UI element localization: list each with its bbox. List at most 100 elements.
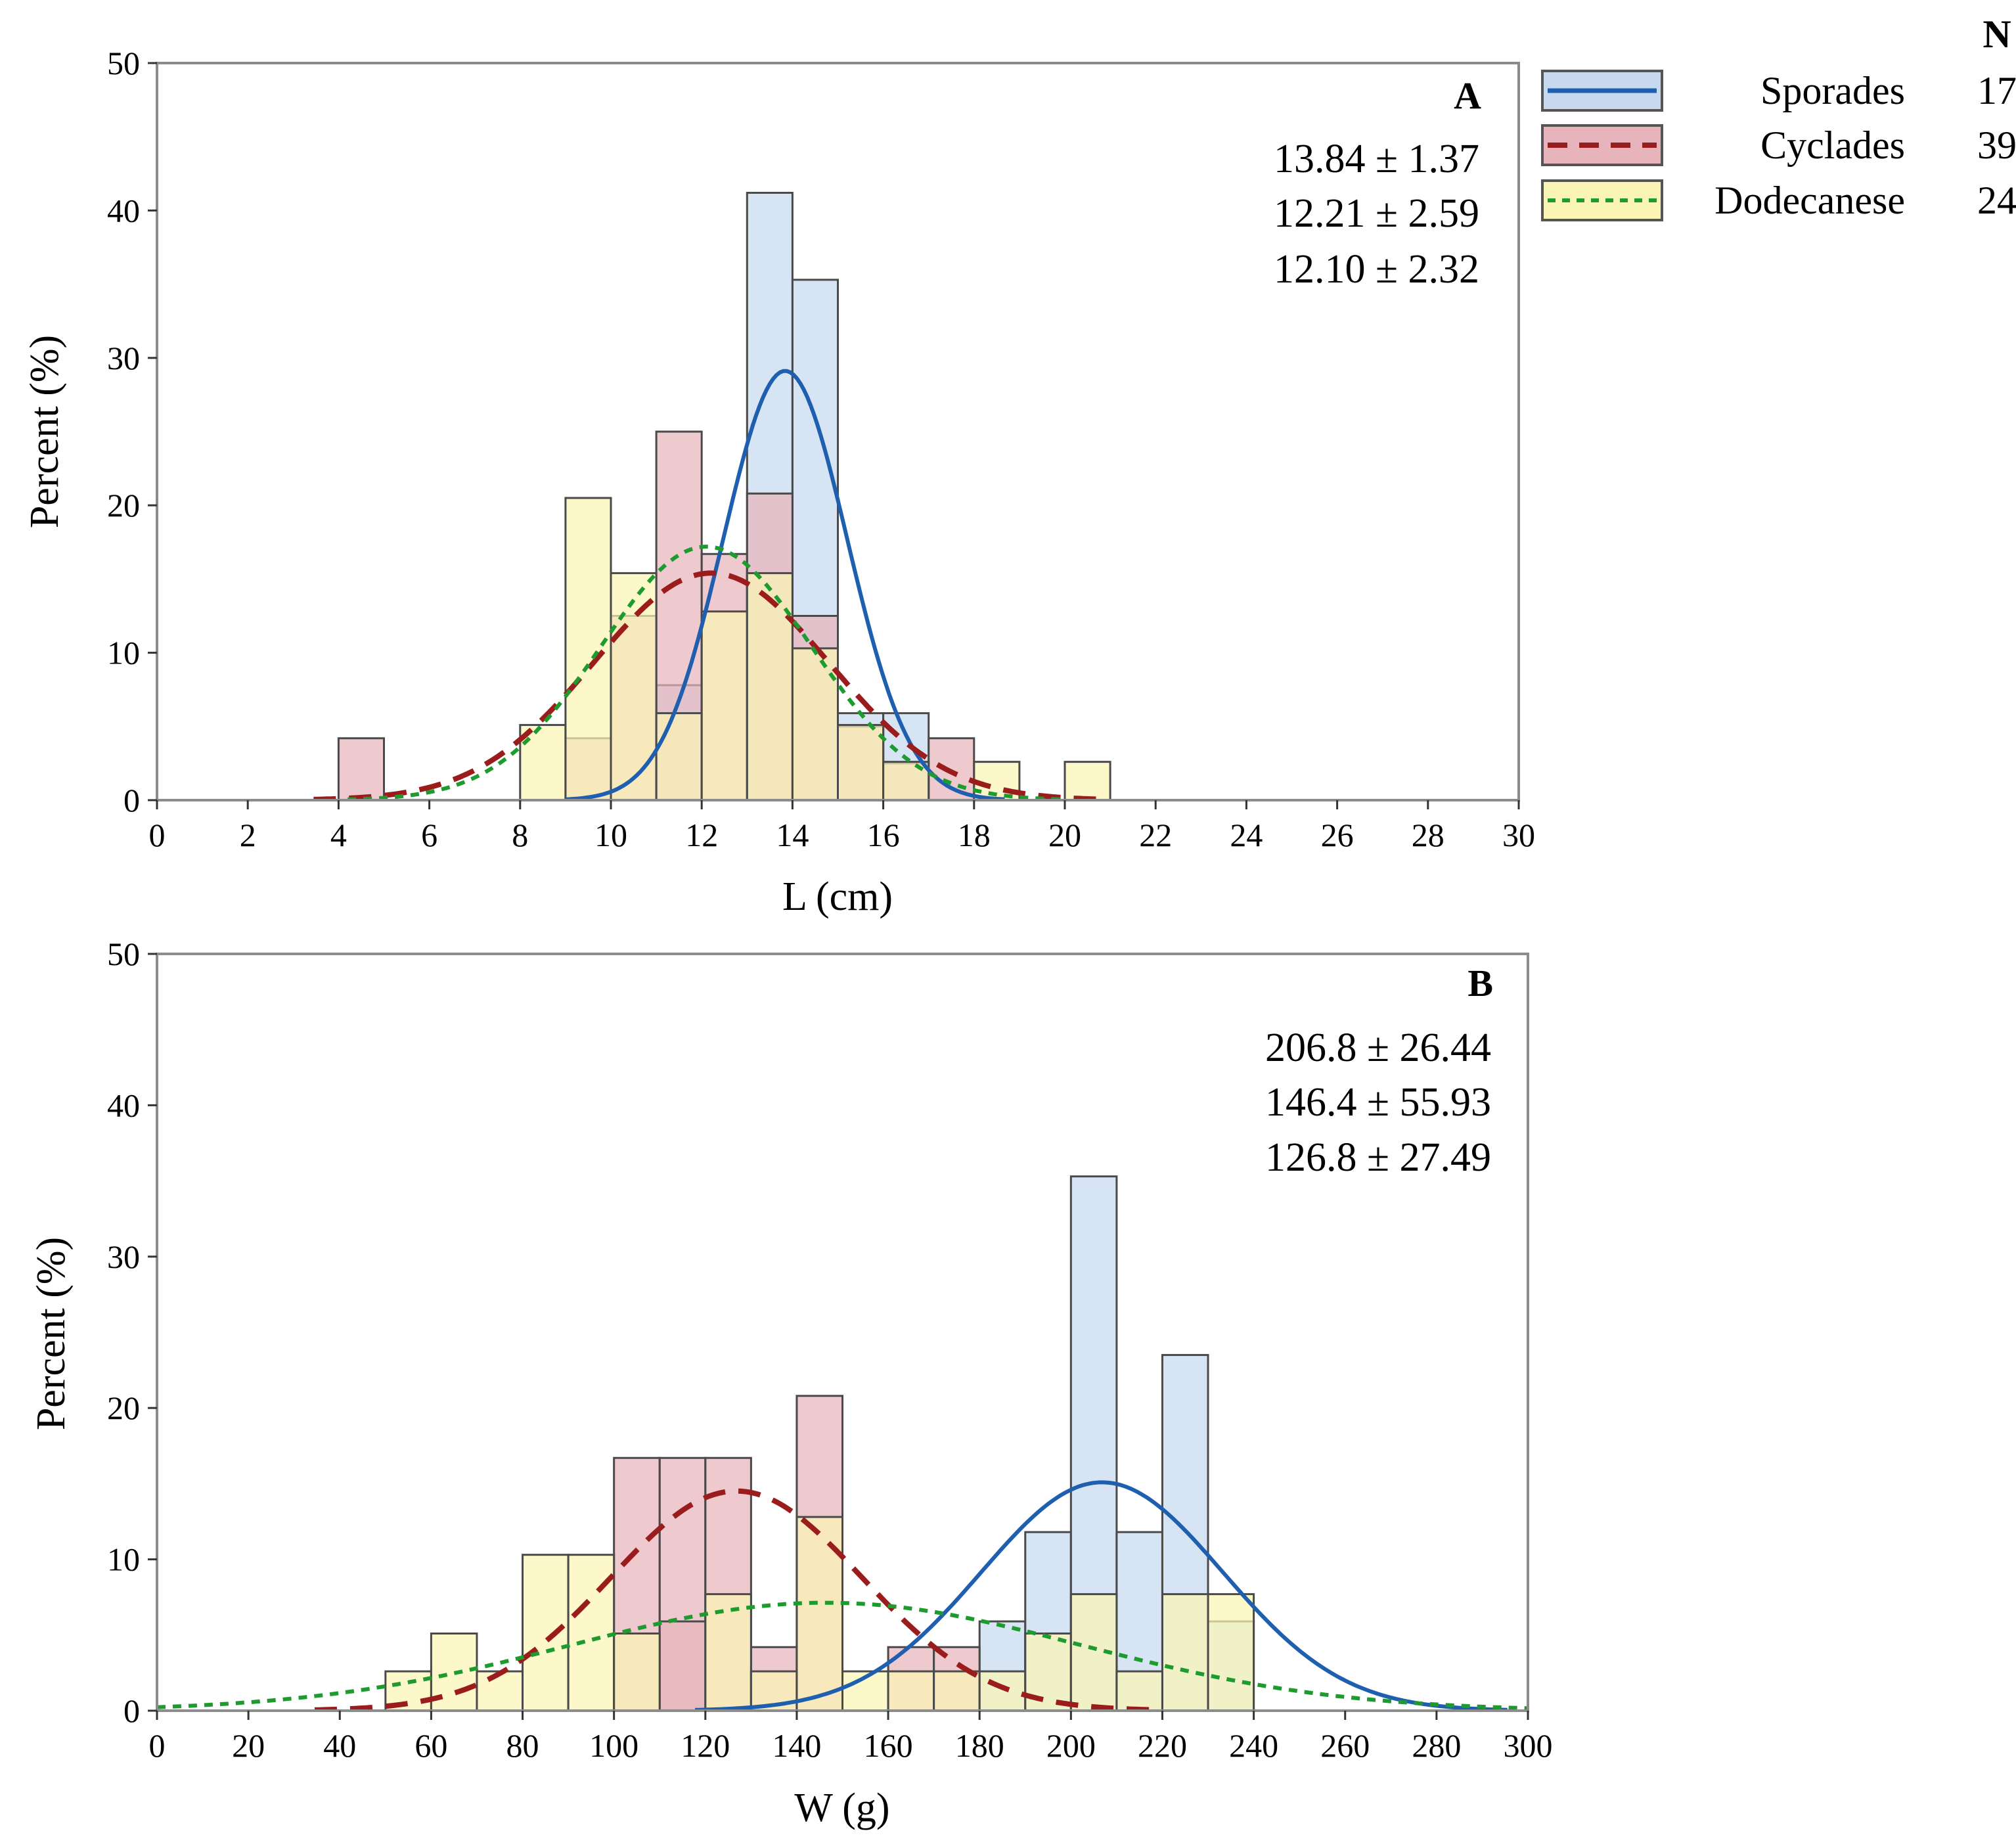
panel-b-bar-dodecanese	[978, 1670, 1027, 1711]
legend-label-dodecanese: Dodecanese	[1714, 179, 1905, 222]
panel-b-x-tick-label: 140	[772, 1727, 821, 1764]
legend: N Sporades 17 Cyclades 39 Dodecanese 24	[1541, 12, 2016, 222]
panel-a-stat-sporades: 13.84 ± 1.37	[1274, 137, 1479, 181]
panel-b-bar-dodecanese	[613, 1632, 661, 1711]
panel-a-fit-curve-dodecanese	[347, 545, 1066, 800]
panel-a-x-tick-label: 14	[776, 817, 809, 853]
panel-b-bar-dodecanese	[795, 1516, 844, 1711]
panel-b-stat-cyclades: 146.4 ± 55.93	[1265, 1080, 1491, 1125]
panel-b-x-tick-label: 160	[864, 1727, 913, 1764]
panel-a-x-tick-label: 8	[512, 817, 528, 853]
legend-item-dodecanese: Dodecanese 24	[1541, 179, 2016, 222]
panel-b-x-tick-label: 0	[149, 1727, 166, 1764]
panel-a-x-tick-label: 28	[1412, 817, 1445, 853]
panel-a-x-tick-label: 20	[1048, 817, 1081, 853]
panel-a-plot-frame	[156, 62, 1520, 801]
panel-a-bar-dodecanese	[791, 647, 840, 800]
panel-a-fit-curve-cyclades	[313, 570, 1107, 800]
panel-a-x-tick-label: 26	[1321, 817, 1354, 853]
legend-n-dodecanese: 24	[1977, 179, 2016, 222]
panel-a-label: A	[1454, 74, 1481, 117]
panel-a-x-tick-label: 6	[421, 817, 437, 853]
legend-swatch-dodecanese	[1541, 179, 1663, 221]
legend-n-cyclades: 39	[1977, 124, 2016, 167]
panel-a-bar-dodecanese	[746, 572, 794, 800]
panel-a-x-tick-label: 10	[594, 817, 627, 853]
panel-a-y-tick-label: 20	[107, 487, 140, 524]
panel-a-x-tick-label: 18	[958, 817, 991, 853]
panel-a-y-tick-label: 10	[107, 635, 140, 671]
panel-b-x-tick-label: 40	[323, 1727, 356, 1764]
panel-b-x-tick-label: 280	[1412, 1727, 1461, 1764]
legend-n-sporades: 17	[1977, 69, 2016, 112]
panel-b-bar-dodecanese	[476, 1670, 524, 1711]
panel-b-y-axis-label: Percent (%)	[29, 1237, 74, 1430]
panel-a-x-tick-label: 4	[330, 817, 347, 853]
panel-b-y-tick-label: 50	[107, 935, 140, 972]
legend-label-sporades: Sporades	[1760, 69, 1905, 112]
panel-b-weight-histogram: 0 20 40 60 80 100 120 140 160 180 200 220 240 260 280 3…	[29, 935, 1553, 1830]
panel-b-bar-dodecanese	[1161, 1593, 1209, 1711]
panel-b-y-tick-label: 0	[123, 1692, 140, 1729]
panel-a-stat-dodecanese: 12.10 ± 2.32	[1274, 247, 1479, 292]
panel-a-bar-cyclades	[337, 737, 386, 800]
panel-b-label: B	[1467, 962, 1493, 1004]
panel-a-bar-dodecanese	[610, 572, 658, 800]
panel-b-bar-dodecanese	[887, 1670, 935, 1711]
panel-b-x-tick-label: 220	[1138, 1727, 1187, 1764]
panel-a-bar-dodecanese	[655, 712, 703, 800]
panel-b-bar-dodecanese	[704, 1593, 752, 1711]
panel-b-bar-dodecanese	[1207, 1593, 1255, 1711]
panel-b-x-axis-label: W (g)	[794, 1786, 889, 1830]
panel-b-x-tick-label: 100	[589, 1727, 638, 1764]
panel-b-y-tick-label: 40	[107, 1087, 140, 1123]
panel-a-y-tick-label: 0	[123, 782, 140, 819]
panel-a-x-tick-label: 16	[867, 817, 900, 853]
panel-b-stat-dodecanese: 126.8 ± 27.49	[1265, 1135, 1491, 1180]
panel-a-bar-dodecanese	[1064, 761, 1111, 800]
panel-b-x-tick-label: 80	[506, 1727, 539, 1764]
panel-b-fit-curve-cyclades	[314, 1488, 1158, 1711]
panel-a-y-tick-label: 30	[107, 340, 140, 376]
panel-a-x-tick-label: 0	[149, 817, 166, 853]
panel-a-bar-dodecanese	[564, 497, 612, 800]
panel-b-x-tick-label: 20	[232, 1727, 265, 1764]
panel-a-y-tick-label: 40	[107, 192, 140, 229]
legend-item-sporades: Sporades 17	[1541, 69, 2016, 112]
panel-a-x-tick-label: 12	[685, 817, 718, 853]
panel-b-bar-dodecanese	[522, 1554, 570, 1711]
panel-b-x-tick-label: 200	[1046, 1727, 1096, 1764]
panel-b-bar-dodecanese	[933, 1670, 981, 1711]
panel-b-x-tick-label: 60	[414, 1727, 447, 1764]
panel-a-x-tick-label: 2	[240, 817, 256, 853]
panel-b-plot-frame	[156, 953, 1529, 1712]
panel-b-x-tick-label: 260	[1320, 1727, 1370, 1764]
legend-label-cyclades: Cyclades	[1760, 124, 1905, 167]
panel-b-x-tick-label: 180	[955, 1727, 1004, 1764]
panel-b-stat-sporades: 206.8 ± 26.44	[1265, 1025, 1491, 1070]
panel-b-x-tick-label: 300	[1504, 1727, 1553, 1764]
panel-a-y-axis-label: Percent (%)	[22, 335, 67, 528]
panel-b-fit-curve-sporades	[695, 1480, 1508, 1711]
panel-a-bar-dodecanese	[700, 610, 748, 800]
panel-b-fit-curve-dodecanese	[157, 1600, 1528, 1711]
panel-a-stat-cyclades: 12.21 ± 2.59	[1274, 191, 1479, 236]
panel-a-x-tick-label: 24	[1230, 817, 1263, 853]
legend-n-header: N	[1982, 12, 2011, 56]
panel-a-x-tick-label: 22	[1139, 817, 1172, 853]
panel-b-bar-dodecanese	[1115, 1670, 1163, 1711]
panel-b-x-tick-label: 240	[1229, 1727, 1278, 1764]
panel-a-y-tick-label: 50	[107, 45, 140, 81]
panel-a-x-tick-label: 30	[1502, 817, 1535, 853]
panel-b-x-tick-label: 120	[681, 1727, 730, 1764]
panel-b-bar-dodecanese	[1024, 1632, 1072, 1711]
panel-b-y-tick-label: 20	[107, 1389, 140, 1426]
panel-a-bar-dodecanese	[837, 724, 885, 800]
panel-b-y-tick-label: 30	[107, 1238, 140, 1275]
panel-a-x-axis-label: L (cm)	[782, 874, 893, 919]
panel-b-bar-cyclades	[658, 1620, 707, 1711]
panel-b-y-tick-label: 10	[107, 1541, 140, 1578]
legend-item-cyclades: Cyclades 39	[1541, 124, 2016, 167]
